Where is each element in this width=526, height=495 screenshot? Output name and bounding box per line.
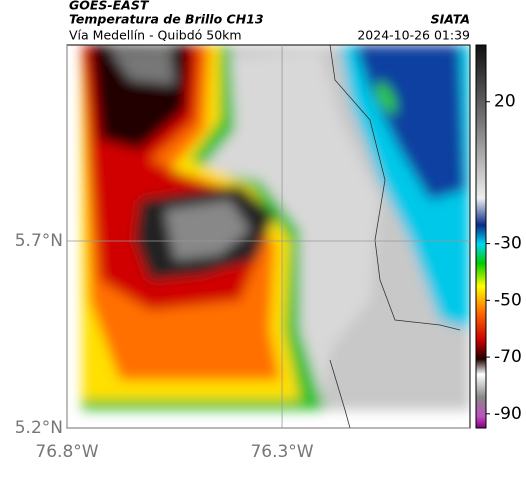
colorbar <box>475 44 487 429</box>
title: GOES-EAST <box>69 0 150 13</box>
x-tick-label: 76.8°W <box>35 442 98 462</box>
x-tick-label: 76.3°W <box>250 442 313 462</box>
datetime: 2024-10-26 01:39 <box>357 28 470 43</box>
route: Vía Medellín - Quibdó 50km <box>69 28 242 43</box>
colorbar-tick-label: -90 <box>494 404 522 424</box>
satellite-image <box>67 45 470 428</box>
y-tick-label: 5.7°N <box>15 231 63 251</box>
colorbar-tick-label: 20 <box>494 92 516 112</box>
source: SIATA <box>431 12 470 27</box>
subtitle: Temperatura de Brillo CH13 <box>69 12 264 27</box>
colorbar-tick-label: -30 <box>494 234 522 254</box>
y-tick-label: 5.2°N <box>15 418 63 438</box>
colorbar-tick-label: -70 <box>494 347 522 367</box>
boundary <box>329 45 461 428</box>
colorbar-tick-label: -50 <box>494 290 522 310</box>
